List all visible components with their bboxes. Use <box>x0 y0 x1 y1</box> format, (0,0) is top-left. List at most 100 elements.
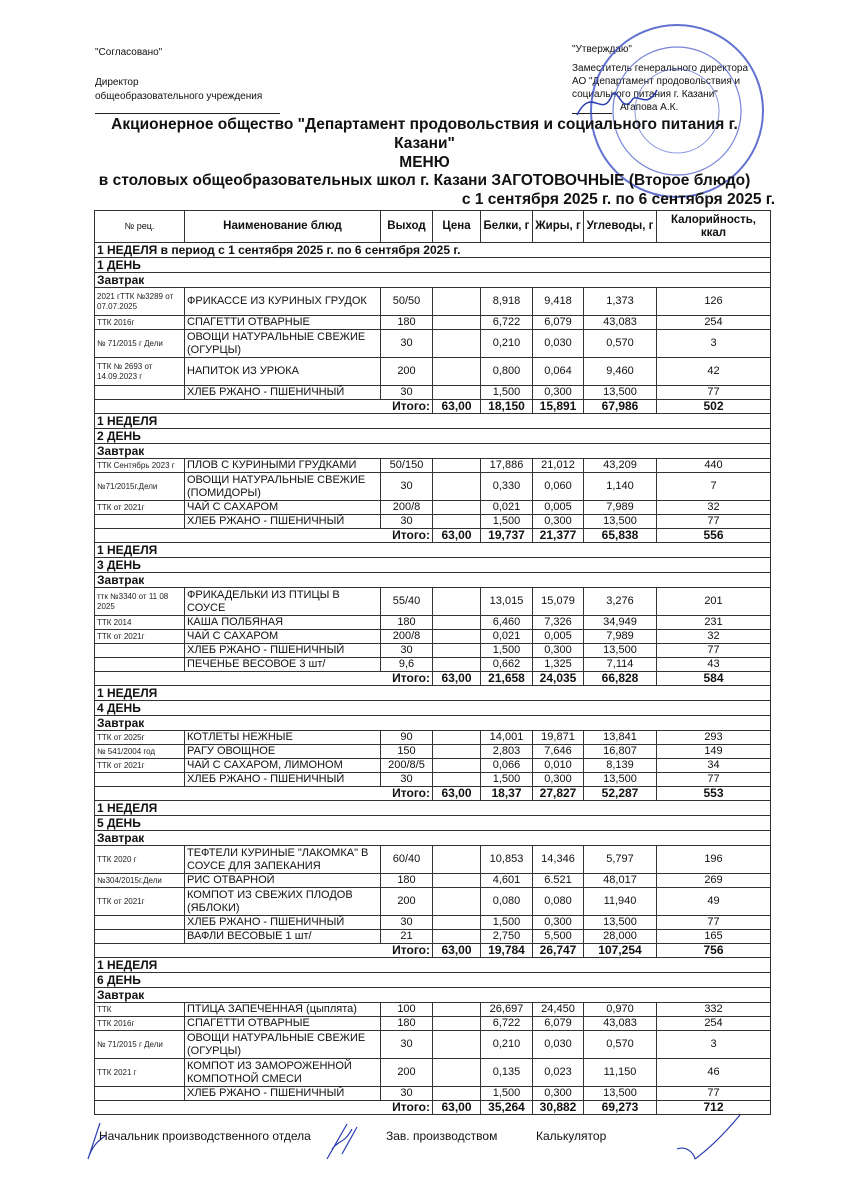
carbs-cell: 1,373 <box>583 287 657 316</box>
carbs-cell: 8,139 <box>583 758 657 773</box>
total-fat: 24,035 <box>532 671 584 686</box>
yield-cell: 30 <box>380 472 433 501</box>
yield-cell: 200 <box>380 887 433 916</box>
table-row: ТТК от 2021г ЧАЙ С САХАРОМ 200/8 0,021 0,005… <box>94 629 771 644</box>
fat-cell: 0,023 <box>532 1058 584 1087</box>
carbs-cell: 0,570 <box>583 1030 657 1059</box>
table-row: 2021 гТТК №3289 от 07.07.2025 ФРИКАССЕ ИЗ… <box>94 287 771 316</box>
menu-period: с 1 сентября 2025 г. по 6 сентября 2025 … <box>461 191 775 208</box>
menu-subtitle: в столовых общеобразовательных школ г. К… <box>98 172 751 189</box>
week-label: 1 НЕДЕЛЯ <box>94 800 771 816</box>
kcal-cell: 49 <box>656 887 771 916</box>
table-row: №304/2015г.Дели РИС ОТВАРНОЙ 180 4,601 6.521… <box>94 873 771 888</box>
protein-cell: 8,918 <box>480 287 533 316</box>
table-row: ТТК от 2021г КОМПОТ ИЗ СВЕЖИХ ПЛОДОВ (ЯБЛ… <box>94 887 771 916</box>
section-row-week: 1 НЕДЕЛЯ <box>94 685 771 701</box>
fat-cell: 6.521 <box>532 873 584 888</box>
table-row: ТТК от 2025г КОТЛЕТЫ НЕЖНЫЕ 90 14,001 19,871… <box>94 730 771 745</box>
recipe-code: № 71/2015 г Дели <box>94 1030 185 1059</box>
fat-cell: 1,325 <box>532 657 584 672</box>
section-row-week: 1 НЕДЕЛЯ <box>94 800 771 816</box>
section-row-week: 1 НЕДЕЛЯ <box>94 957 771 973</box>
menu-heading: МЕНЮ <box>399 154 450 171</box>
price-cell <box>432 744 481 759</box>
yield-cell: 200 <box>380 357 433 386</box>
yield-cell: 30 <box>380 329 433 358</box>
recipe-code: ТТК от 2025г <box>94 730 185 745</box>
dish-name: СПАГЕТТИ ОТВАРНЫЕ <box>184 1016 381 1031</box>
price-cell <box>432 357 481 386</box>
price-cell <box>432 315 481 330</box>
kcal-cell: 254 <box>656 1016 771 1031</box>
yield-cell: 30 <box>380 1030 433 1059</box>
dish-name: КОМПОТ ИЗ СВЕЖИХ ПЛОДОВ (ЯБЛОКИ) <box>184 887 381 916</box>
yield-cell: 60/40 <box>380 845 433 874</box>
yield-cell: 200/8 <box>380 629 433 644</box>
kcal-cell: 77 <box>656 385 771 400</box>
carbs-cell: 48,017 <box>583 873 657 888</box>
yield-cell: 200 <box>380 1058 433 1087</box>
yield-cell: 9,6 <box>380 657 433 672</box>
protein-cell: 1,500 <box>480 915 533 930</box>
fat-cell: 0,300 <box>532 772 584 787</box>
yield-cell: 180 <box>380 1016 433 1031</box>
yield-cell: 200/8/5 <box>380 758 433 773</box>
kcal-cell: 231 <box>656 615 771 630</box>
protein-cell: 10,853 <box>480 845 533 874</box>
left-signature-line <box>95 113 280 114</box>
section-row-meal: Завтрак <box>94 715 771 731</box>
section-row-day: 6 ДЕНЬ <box>94 972 771 988</box>
day-label: 6 ДЕНЬ <box>94 972 771 988</box>
fat-cell: 0,030 <box>532 329 584 358</box>
yield-cell: 55/40 <box>380 587 433 616</box>
protein-cell: 1,500 <box>480 643 533 658</box>
section-row-day: 1 ДЕНЬ <box>94 257 771 273</box>
protein-cell: 6,460 <box>480 615 533 630</box>
col-carbs: Углеводы, г <box>583 210 657 243</box>
price-cell <box>432 1086 481 1101</box>
table-row: ПЕЧЕНЬЕ ВЕСОВОЕ 3 шт/9,6 0,662 1,325 7,114 4… <box>94 657 771 672</box>
section-row-meal: Завтрак <box>94 272 771 288</box>
table-row: № 541/2004 год РАГУ ОВОЩНОЕ 150 2,803 7,646 1… <box>94 744 771 759</box>
carbs-cell: 9,460 <box>583 357 657 386</box>
kcal-cell: 254 <box>656 315 771 330</box>
col-dish-name: Наименование блюд <box>184 210 381 243</box>
total-kcal: 712 <box>656 1100 771 1115</box>
carbs-cell: 34,949 <box>583 615 657 630</box>
total-carbs: 67,986 <box>583 399 657 414</box>
meal-label: Завтрак <box>94 715 771 731</box>
right-approved-label: "Утверждаю" <box>572 44 632 55</box>
left-position-2: общеобразовательного учреждения <box>95 91 263 102</box>
protein-cell: 1,500 <box>480 772 533 787</box>
fat-cell: 0,300 <box>532 385 584 400</box>
protein-cell: 1,500 <box>480 1086 533 1101</box>
price-cell <box>432 730 481 745</box>
recipe-code: ТТК от 2021г <box>94 758 185 773</box>
dish-name: ЧАЙ С САХАРОМ <box>184 500 381 515</box>
kcal-cell: 34 <box>656 758 771 773</box>
dish-name: ОВОЩИ НАТУРАЛЬНЫЕ СВЕЖИЕ (ОГУРЦЫ) <box>184 1030 381 1059</box>
col-yield: Выход <box>380 210 433 243</box>
table-row: ТТК 2021 г КОМПОТ ИЗ ЗАМОРОЖЕННОЙ КОМПОТН… <box>94 1058 771 1087</box>
kcal-cell: 77 <box>656 915 771 930</box>
table-header-row: № рец. Наименование блюд Выход Цена Белк… <box>94 210 771 243</box>
section-row-week: 1 НЕДЕЛЯ в период с 1 сентября 2025 г. п… <box>94 242 771 258</box>
total-row: Итого: 63,00 18,150 15,891 67,986 502 <box>94 399 771 414</box>
protein-cell: 6,722 <box>480 1016 533 1031</box>
total-kcal: 502 <box>656 399 771 414</box>
footer-calculator: Калькулятор <box>536 1129 607 1143</box>
total-fat: 27,827 <box>532 786 584 801</box>
table-row: ХЛЕБ РЖАНО - ПШЕНИЧНЫЙ 30 1,500 0,300 13,500… <box>94 385 771 400</box>
total-protein: 21,658 <box>480 671 533 686</box>
carbs-cell: 3,276 <box>583 587 657 616</box>
col-price: Цена <box>432 210 481 243</box>
recipe-code <box>94 929 185 944</box>
org-title-line-1: Акционерное общество "Департамент продов… <box>111 116 738 133</box>
kcal-cell: 201 <box>656 587 771 616</box>
meal-label: Завтрак <box>94 987 771 1003</box>
fat-cell: 0,030 <box>532 1030 584 1059</box>
day-label: 5 ДЕНЬ <box>94 815 771 831</box>
fat-cell: 0,010 <box>532 758 584 773</box>
section-row-day: 3 ДЕНЬ <box>94 557 771 573</box>
recipe-code: ТТК Сентябрь 2023 г <box>94 458 185 473</box>
